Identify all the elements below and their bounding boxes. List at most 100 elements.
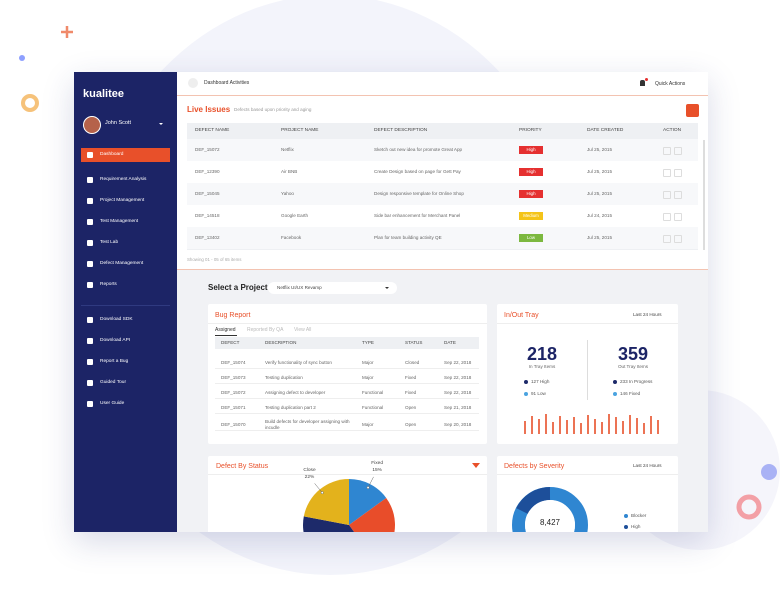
column-header: ACTION	[663, 128, 682, 133]
menu-button[interactable]	[188, 78, 198, 88]
bell[interactable]	[640, 80, 645, 86]
tab[interactable]: Reported By QA	[247, 327, 284, 333]
edit-button[interactable]	[663, 213, 671, 221]
nav-item[interactable]: Guided Tour	[100, 379, 127, 385]
tray-count: 359	[617, 344, 649, 364]
filter-button[interactable]	[686, 104, 699, 117]
nav-icon	[87, 401, 93, 407]
nav-icon	[87, 317, 93, 323]
app-window: kualitee John Scott Dashboard Requirement…	[74, 72, 708, 532]
period-select[interactable]: Last 24 Hours	[633, 312, 662, 317]
nav-item[interactable]: Test Management	[100, 218, 139, 224]
cell: Sep 22, 2018	[444, 374, 472, 380]
nav-icon	[87, 359, 93, 365]
delete-button[interactable]	[674, 235, 682, 243]
edit-button[interactable]	[663, 169, 671, 177]
slice-label: Fixed	[371, 460, 383, 466]
tab[interactable]: Assigned	[215, 327, 236, 333]
active-tab-underline	[215, 335, 237, 336]
nav-item[interactable]: Defect Management	[100, 260, 144, 266]
cell: Jul 25, 2015	[587, 146, 613, 152]
legend-dot	[624, 525, 628, 529]
filter-icon[interactable]	[472, 463, 480, 468]
nav-icon	[87, 219, 93, 225]
leader-line	[314, 483, 323, 493]
leader-dot	[366, 486, 370, 490]
row-rule	[215, 383, 479, 384]
legend-label: 127 High	[531, 378, 550, 384]
delete-button[interactable]	[674, 169, 682, 177]
notification-dot	[645, 78, 648, 81]
edit-button[interactable]	[663, 235, 671, 243]
cell: Closed	[405, 359, 420, 365]
nav-item[interactable]: Dashboard	[100, 151, 124, 157]
row-rule	[215, 368, 479, 369]
nav-item[interactable]: Requirement Analysis	[100, 176, 147, 182]
scrollbar	[703, 140, 705, 250]
cell: Side bar enhancement for Merchant Panel	[374, 212, 461, 218]
priority-badge: High	[519, 168, 543, 176]
legend-label: 233 In Progress	[620, 378, 653, 384]
delete-button[interactable]	[674, 213, 682, 221]
nav-item[interactable]: Report a Bug	[100, 358, 129, 364]
panel-subtitle: Defects based upon priority and aging	[234, 107, 312, 112]
cell: Functional	[362, 389, 384, 395]
legend-dot	[524, 392, 528, 396]
pie-slice	[303, 479, 349, 525]
table-header	[215, 337, 479, 349]
column-header: DATE	[444, 340, 456, 345]
quick-actions[interactable]: Quick Actions	[655, 81, 686, 87]
edit-button[interactable]	[663, 191, 671, 199]
cell: Sketch out new idea for promote Great Ap…	[374, 146, 463, 152]
nav-item[interactable]: Reports	[100, 281, 117, 287]
row-rule	[215, 430, 479, 431]
activity-bars	[524, 414, 659, 434]
column-header: DEFECT	[221, 340, 240, 345]
cell: DEF_15073	[221, 374, 246, 380]
nav-item[interactable]: User Guide	[100, 400, 125, 406]
cell: Fixed	[405, 389, 417, 395]
delete-button[interactable]	[674, 191, 682, 199]
cell: DEF_15071	[221, 404, 246, 410]
cell: Functional	[362, 404, 384, 410]
nav-item[interactable]: Download SDK	[100, 316, 133, 322]
cell: Sep 20, 2018	[444, 421, 472, 427]
cell: Jul 25, 2015	[587, 234, 613, 240]
tab[interactable]: View All	[294, 327, 312, 333]
cell: Sep 22, 2018	[444, 389, 472, 395]
period-select[interactable]: Last 24 Hours	[633, 463, 662, 468]
user-name[interactable]: John Scott	[105, 120, 131, 126]
priority-badge: High	[519, 146, 543, 154]
title-rule	[497, 323, 678, 324]
cell: Netflix	[281, 146, 294, 152]
avatar	[83, 116, 101, 134]
logo: kualitee	[83, 88, 124, 100]
nav-item[interactable]: Project Management	[100, 197, 145, 203]
cell: Build defects for developer assigning wi…	[265, 419, 350, 430]
row-rule	[215, 413, 479, 414]
legend-label: 146 Fixed	[620, 390, 641, 396]
nav-icon	[87, 240, 93, 246]
cell: Open	[405, 404, 417, 410]
cell: DEF_15072	[221, 389, 246, 395]
card-title: Defects by Severity	[504, 463, 565, 470]
cell: DEF_13402	[195, 234, 220, 240]
nav-item[interactable]: Download API	[100, 337, 131, 343]
delete-button[interactable]	[674, 147, 682, 155]
cell: Jul 25, 2015	[587, 168, 613, 174]
project-dropdown[interactable]: Netflix UI/UX Revamp	[268, 282, 397, 294]
caret[interactable]	[159, 123, 163, 125]
slice-value: 22%	[305, 474, 315, 480]
cell: Major	[362, 359, 374, 365]
donut-total: 8,427	[539, 518, 561, 527]
edit-button[interactable]	[663, 147, 671, 155]
cell: Open	[405, 421, 417, 427]
table-footer: Showing 01 - 05 of 65 items	[187, 257, 242, 262]
column-header: PRIORITY	[519, 128, 542, 133]
column-header: DEFECT NAME	[195, 128, 230, 133]
nav-icon	[87, 177, 93, 183]
header-title: Dashboard Activities	[204, 80, 250, 86]
nav-icon	[87, 152, 93, 158]
cell: Testing duplication part 2	[265, 404, 316, 410]
nav-item[interactable]: Test Lab	[100, 239, 119, 245]
